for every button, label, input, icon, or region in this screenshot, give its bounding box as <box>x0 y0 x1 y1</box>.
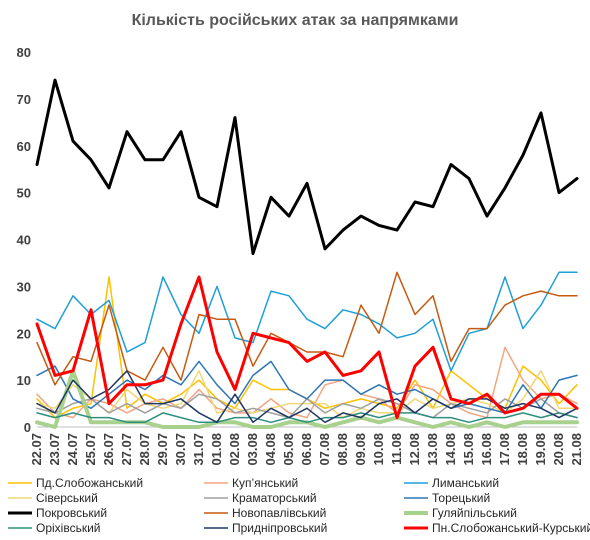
x-tick-label: 31.07 <box>191 433 206 466</box>
chart-title: Кількість російських атак за напрямками <box>131 12 459 29</box>
x-tick-label: 01.08 <box>209 433 224 466</box>
x-tick-label: 11.08 <box>389 433 404 465</box>
legend-label: Сіверський <box>36 491 98 505</box>
x-tick-label: 10.08 <box>371 433 386 466</box>
series-line <box>36 271 578 386</box>
x-tick-label: 20.08 <box>551 433 566 466</box>
legend-label: Оріхівський <box>36 521 101 535</box>
x-tick-label: 03.08 <box>245 433 260 466</box>
series-line <box>36 393 578 419</box>
x-tick-label: 19.08 <box>533 433 548 466</box>
x-tick-label: 05.08 <box>281 433 296 466</box>
y-tick-label: 50 <box>17 186 31 201</box>
x-tick-label: 08.08 <box>335 433 350 466</box>
x-tick-label: 14.08 <box>443 433 458 466</box>
x-tick-label: 30.07 <box>173 433 188 466</box>
x-tick-label: 13.08 <box>425 433 440 466</box>
x-tick-label: 22.07 <box>29 433 44 466</box>
x-tick-label: 15.08 <box>461 433 476 466</box>
legend-label: Придніпровський <box>232 521 327 535</box>
y-tick-label: 20 <box>17 326 31 341</box>
legend-label: Лиманський <box>432 476 499 490</box>
legend-label: Покровський <box>36 506 107 520</box>
series-line <box>36 412 578 424</box>
legend-label: Куп’янський <box>232 476 298 490</box>
x-tick-label: 24.07 <box>65 433 80 466</box>
legend-label: Пн.Слобожанський-Курський <box>432 521 590 535</box>
x-tick-label: 28.07 <box>137 433 152 466</box>
series-line <box>35 275 579 420</box>
legend-label: Пд.Слобожанський <box>36 476 143 490</box>
x-tick-label: 23.07 <box>47 433 62 466</box>
series-line <box>36 271 578 372</box>
series-line <box>36 276 578 419</box>
y-tick-label: 70 <box>17 92 31 107</box>
y-tick-label: 10 <box>17 373 31 388</box>
x-tick-label: 27.07 <box>119 433 134 466</box>
series-line <box>36 370 578 419</box>
x-tick-label: 18.08 <box>515 433 530 466</box>
x-tick-label: 09.08 <box>353 433 368 466</box>
legend-label: Краматорський <box>232 491 317 505</box>
series-line <box>36 346 578 419</box>
series-line <box>36 370 578 424</box>
y-tick-label: 40 <box>17 233 31 248</box>
x-tick-label: 07.08 <box>317 433 332 466</box>
series-line <box>35 78 579 256</box>
x-tick-label: 04.08 <box>263 433 278 466</box>
x-tick-label: 06.08 <box>299 433 314 466</box>
x-tick-label: 17.08 <box>497 433 512 466</box>
y-tick-label: 60 <box>17 139 31 154</box>
legend-label: Гуляйпільський <box>432 506 517 520</box>
y-tick-label: 30 <box>17 279 31 294</box>
x-tick-label: 02.08 <box>227 433 242 466</box>
x-tick-label: 16.08 <box>479 433 494 466</box>
y-tick-label: 80 <box>17 45 31 60</box>
x-tick-label: 26.07 <box>101 433 116 466</box>
series-line <box>36 360 578 414</box>
y-tick-label: 0 <box>24 420 31 435</box>
x-tick-label: 29.07 <box>155 433 170 466</box>
x-tick-label: 25.07 <box>83 433 98 466</box>
legend-label: Торецький <box>432 491 490 505</box>
x-tick-label: 21.08 <box>569 433 584 466</box>
legend-label: Новопавлівський <box>232 506 326 520</box>
x-tick-label: 12.08 <box>407 433 422 466</box>
